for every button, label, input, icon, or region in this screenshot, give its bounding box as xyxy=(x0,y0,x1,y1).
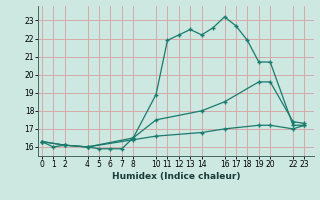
X-axis label: Humidex (Indice chaleur): Humidex (Indice chaleur) xyxy=(112,172,240,181)
